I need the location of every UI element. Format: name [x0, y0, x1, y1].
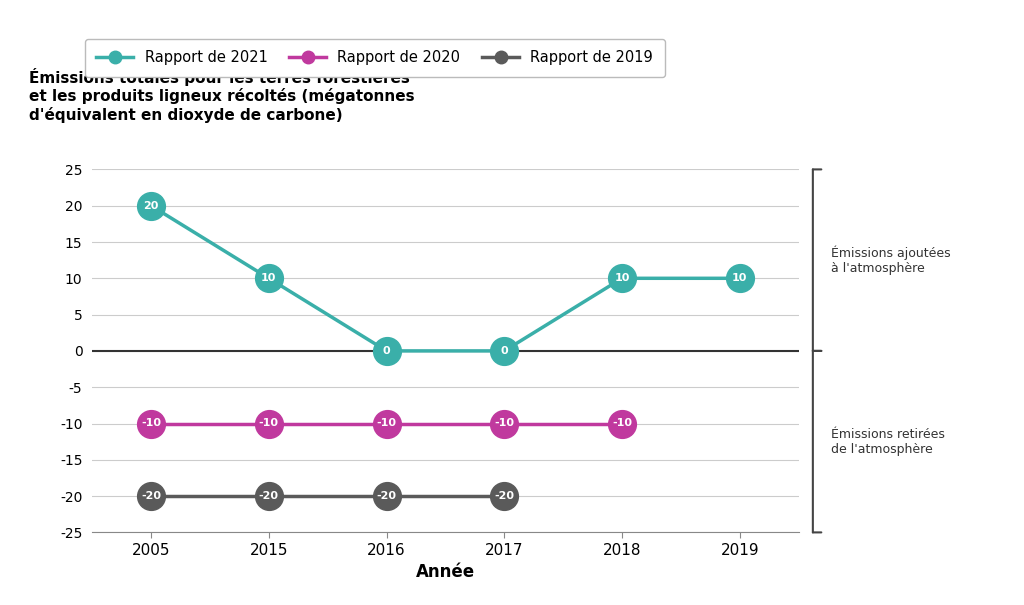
Text: -20: -20 [141, 491, 161, 501]
Text: 10: 10 [732, 273, 748, 283]
Text: -20: -20 [495, 491, 514, 501]
Text: -10: -10 [259, 419, 279, 428]
Text: 20: 20 [143, 201, 159, 211]
Text: 0: 0 [501, 346, 508, 356]
Text: 10: 10 [261, 273, 276, 283]
Text: -20: -20 [377, 491, 396, 501]
Text: -10: -10 [141, 419, 161, 428]
Text: 10: 10 [614, 273, 630, 283]
Text: -10: -10 [377, 419, 396, 428]
Text: -10: -10 [495, 419, 514, 428]
Text: -20: -20 [259, 491, 279, 501]
Legend: Rapport de 2021, Rapport de 2020, Rapport de 2019: Rapport de 2021, Rapport de 2020, Rappor… [85, 39, 665, 77]
X-axis label: Année: Année [416, 563, 475, 581]
Text: Émissions ajoutées
à l'atmosphère: Émissions ajoutées à l'atmosphère [830, 246, 950, 275]
Text: -10: -10 [612, 419, 632, 428]
Text: Émissions retirées
de l'atmosphère: Émissions retirées de l'atmosphère [830, 428, 944, 456]
Text: 0: 0 [383, 346, 390, 356]
Text: Émissions totales pour les terres forestières
et les produits ligneux récoltés (: Émissions totales pour les terres forest… [29, 68, 414, 123]
